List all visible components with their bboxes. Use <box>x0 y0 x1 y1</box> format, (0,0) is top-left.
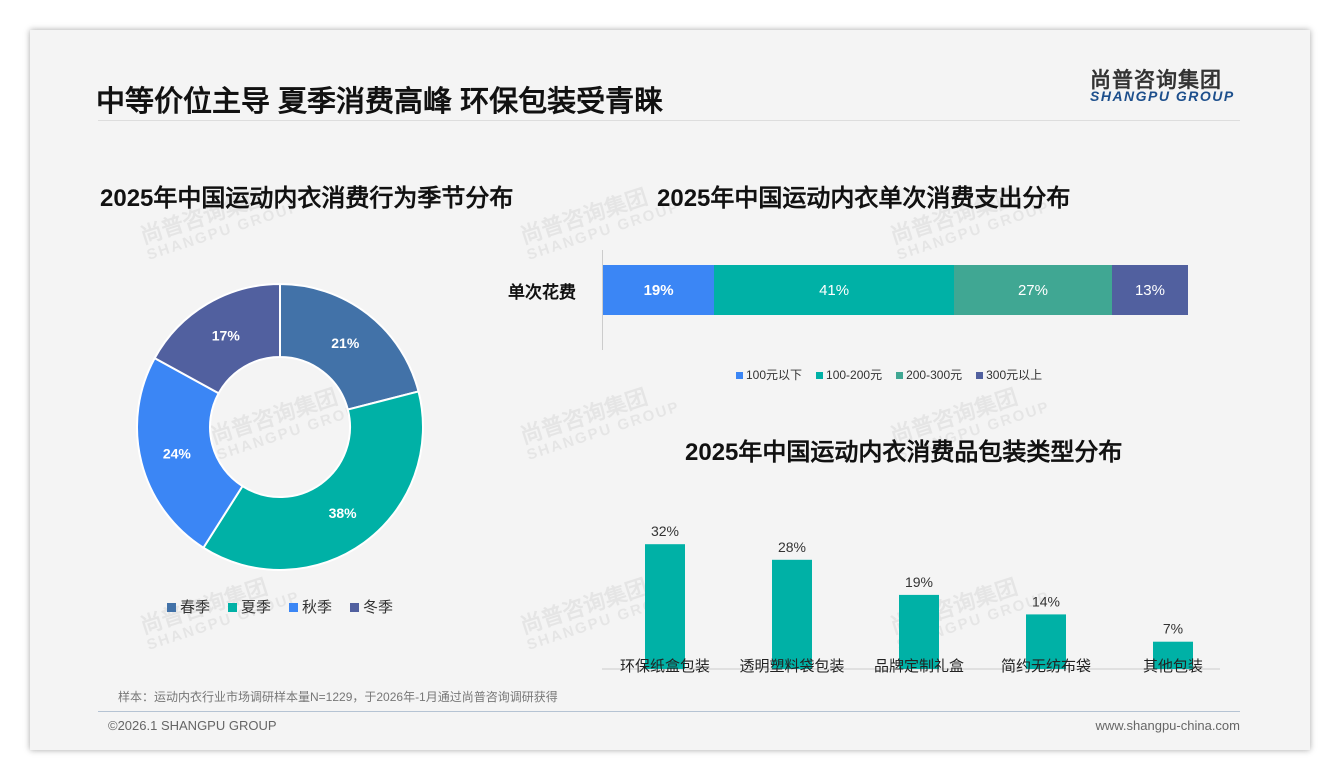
x-tick-label: 环保纸盒包装 <box>619 658 710 675</box>
sample-note: 样本：运动内衣行业市场调研样本量N=1229，于2026年-1月通过尚普咨询调研… <box>118 690 558 704</box>
x-tick-label: 其他包装 <box>1142 658 1203 675</box>
website-link[interactable]: www.shangpu-china.com <box>1095 718 1240 733</box>
bar-label: 14% <box>1032 593 1060 609</box>
bar <box>1026 614 1066 669</box>
legend-item: 秋季 <box>289 596 332 617</box>
footer-divider <box>98 711 1240 712</box>
donut-slice-1 <box>201 390 424 571</box>
bar-label: 28% <box>778 539 806 555</box>
donut-slice-2 <box>136 356 244 550</box>
stacked-segment: 27% <box>954 265 1112 315</box>
stacked-title: 2025年中国运动内衣单次消费支出分布 <box>657 185 1071 212</box>
x-tick-label: 透明塑料袋包装 <box>739 658 845 675</box>
legend-item: 春季 <box>167 596 210 617</box>
legend-item: 冬季 <box>350 596 393 617</box>
stacked-segment: 13% <box>1111 265 1188 315</box>
x-tick-label: 品牌定制礼盒 <box>873 658 964 675</box>
stacked-bar: 19% 41% 27% 13% <box>603 265 1188 315</box>
donut-chart: 21% 38% 24% 17% <box>136 282 424 571</box>
bar-label: 7% <box>1163 621 1183 637</box>
copyright: ©2026.1 SHANGPU GROUP <box>108 718 277 733</box>
stacked-axis <box>602 250 603 350</box>
bar <box>899 594 939 669</box>
donut-label: 38% <box>329 505 358 521</box>
donut-legend: 春季 夏季 秋季 冬季 <box>167 596 393 617</box>
stacked-segment: 19% <box>603 265 715 315</box>
legend-item: 100元以下 <box>736 366 802 383</box>
logo-en: SHANGPU GROUP <box>1090 88 1235 104</box>
donut-label: 24% <box>163 445 192 461</box>
bar-label: 19% <box>905 574 933 590</box>
bar-title: 2025年中国运动内衣消费品包装类型分布 <box>685 439 1123 466</box>
x-tick-label: 简约无纺布袋 <box>1000 658 1091 675</box>
page-title: 中等价位主导 夏季消费高峰 环保包装受青睐 <box>96 86 664 118</box>
stacked-segment: 41% <box>714 265 954 315</box>
bar-label: 32% <box>651 523 679 539</box>
legend-item: 夏季 <box>228 596 271 617</box>
donut-slice-3 <box>153 282 281 395</box>
bar <box>645 544 685 669</box>
legend-item: 200-300元 <box>896 366 962 383</box>
bar <box>1153 641 1193 669</box>
bar <box>772 559 812 669</box>
slide: 中等价位主导 夏季消费高峰 环保包装受青睐 尚普咨询集团 SHANGPU GRO… <box>30 30 1310 750</box>
donut-title: 2025年中国运动内衣消费行为季节分布 <box>100 185 514 212</box>
header-divider <box>98 120 1240 121</box>
stacked-legend: 100元以下 100-200元 200-300元 300元以上 <box>736 366 1042 383</box>
legend-item: 100-200元 <box>816 366 882 383</box>
bar-chart: 32% 28% 19% 14% 7% <box>602 523 1220 670</box>
logo-cn: 尚普咨询集团 <box>1090 69 1222 92</box>
donut-slice-0 <box>279 282 420 411</box>
stacked-category: 单次花费 <box>508 283 576 302</box>
donut-label: 21% <box>331 335 360 351</box>
legend-item: 300元以上 <box>976 366 1042 383</box>
donut-label: 17% <box>212 327 241 343</box>
watermark: 尚普咨询集团 SHANGPU GROUP <box>517 383 683 464</box>
